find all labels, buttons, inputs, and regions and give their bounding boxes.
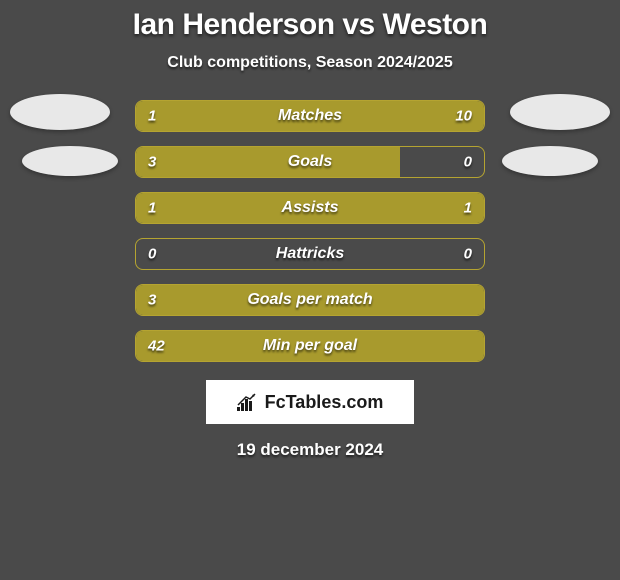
stat-value-right: 10 bbox=[455, 108, 472, 125]
player-photo-left-1 bbox=[10, 94, 110, 130]
stat-row: 3 0 Goals bbox=[135, 146, 485, 178]
fctables-icon bbox=[237, 393, 259, 411]
player-photo-right-1 bbox=[510, 94, 610, 130]
stat-label: Goals bbox=[288, 153, 332, 171]
subtitle: Club competitions, Season 2024/2025 bbox=[167, 54, 452, 72]
bar-fill-left bbox=[136, 147, 400, 177]
player-photo-right-2 bbox=[502, 146, 598, 176]
page-title: Ian Henderson vs Weston bbox=[133, 8, 488, 42]
stat-value-left: 1 bbox=[148, 200, 156, 217]
stat-row: 3 Goals per match bbox=[135, 284, 485, 316]
bar-fill-left bbox=[136, 101, 199, 131]
stat-row: 42 Min per goal bbox=[135, 330, 485, 362]
stat-value-left: 0 bbox=[148, 246, 156, 263]
logo-box: FcTables.com bbox=[206, 380, 414, 424]
player-photo-left-2 bbox=[22, 146, 118, 176]
logo-text: FcTables.com bbox=[265, 392, 384, 413]
stat-label: Goals per match bbox=[247, 291, 372, 309]
stat-rows: 1 10 Matches 3 0 Goals 1 1 Assists 0 0 Hattricks 3 Go… bbox=[135, 100, 485, 362]
stat-label: Hattricks bbox=[276, 245, 344, 263]
date-label: 19 december 2024 bbox=[237, 440, 384, 460]
stat-label: Min per goal bbox=[263, 337, 357, 355]
stat-row: 0 0 Hattricks bbox=[135, 238, 485, 270]
stat-value-left: 1 bbox=[148, 108, 156, 125]
stat-row: 1 1 Assists bbox=[135, 192, 485, 224]
stat-value-left: 42 bbox=[148, 338, 165, 355]
stat-row: 1 10 Matches bbox=[135, 100, 485, 132]
stat-value-right: 1 bbox=[464, 200, 472, 217]
stat-value-left: 3 bbox=[148, 292, 156, 309]
stats-area: 1 10 Matches 3 0 Goals 1 1 Assists 0 0 Hattricks 3 Go… bbox=[0, 100, 620, 362]
stat-label: Assists bbox=[282, 199, 339, 217]
stat-value-right: 0 bbox=[464, 246, 472, 263]
stat-value-left: 3 bbox=[148, 154, 156, 171]
comparison-card: Ian Henderson vs Weston Club competition… bbox=[0, 0, 620, 580]
stat-label: Matches bbox=[278, 107, 342, 125]
stat-value-right: 0 bbox=[464, 154, 472, 171]
